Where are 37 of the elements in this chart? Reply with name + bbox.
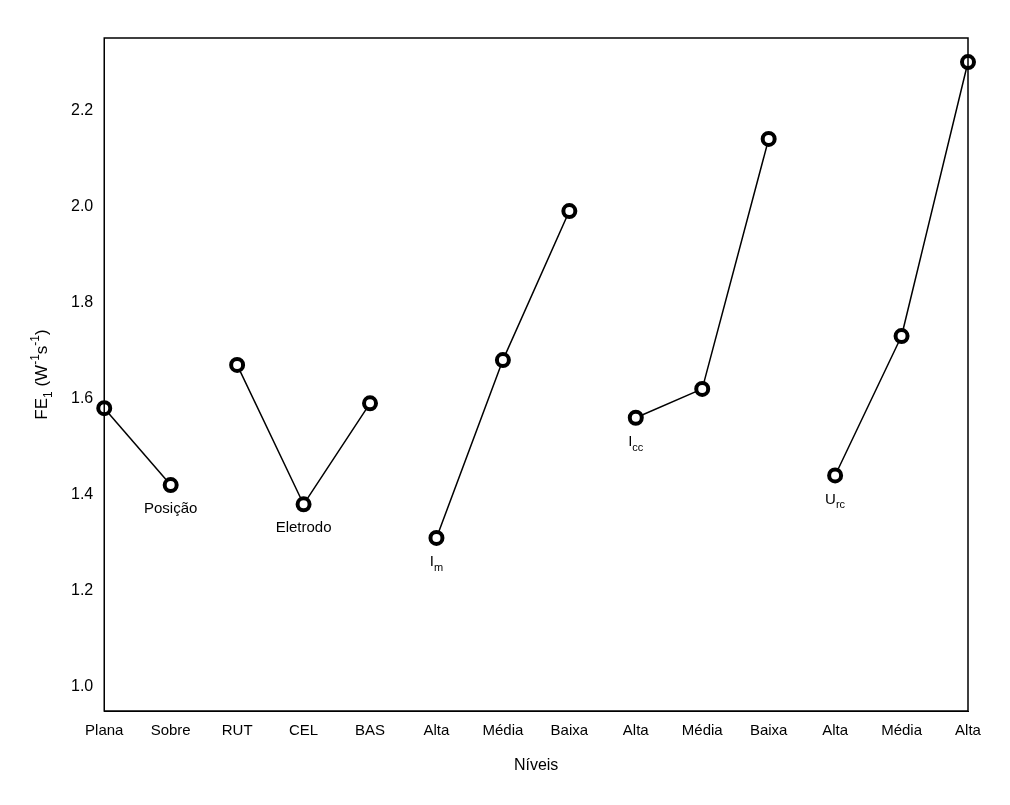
- x-tick-label: BAS: [355, 721, 386, 739]
- y-axis-title: FE1 (W-1s-1): [27, 329, 56, 420]
- x-tick-label: CEL: [288, 721, 319, 739]
- x-tick-label: Média: [681, 721, 724, 739]
- x-tick-label: Alta: [955, 721, 982, 739]
- series-label: Eletrodo: [275, 518, 332, 536]
- x-tick-label: Alta: [622, 721, 650, 739]
- point: [162, 477, 179, 494]
- x-tick-label: Alta: [423, 721, 451, 739]
- point: [494, 352, 511, 369]
- point: [694, 380, 711, 397]
- point: [760, 130, 777, 147]
- x-tick-label: Baixa: [550, 721, 589, 739]
- y-tick-label: 2.0: [70, 196, 94, 214]
- x-tick-label: Média: [482, 721, 524, 739]
- point: [627, 409, 644, 426]
- x-axis-title: Níveis: [513, 756, 559, 774]
- y-tick-label: 1.8: [70, 292, 94, 310]
- x-tick-label: Plana: [85, 721, 125, 739]
- point: [295, 496, 312, 513]
- y-tick-label: 2.2: [70, 100, 94, 118]
- point: [362, 395, 379, 412]
- x-tick-label: Alta: [822, 721, 849, 739]
- x-tick-label: Sobre: [150, 721, 191, 739]
- y-tick-label: 1.2: [70, 581, 94, 599]
- point: [561, 203, 578, 220]
- x-tick-label: Média: [881, 721, 923, 739]
- y-tick-label: 1.4: [70, 485, 94, 503]
- y-tick-label: 1.0: [70, 677, 94, 695]
- point: [893, 328, 910, 345]
- point: [827, 467, 844, 484]
- x-tick-label: Baixa: [749, 721, 789, 739]
- y-tick-label: 1.6: [70, 388, 94, 406]
- point: [229, 356, 246, 373]
- point: [428, 529, 445, 546]
- series-label: Posição: [144, 499, 198, 517]
- x-tick-label: RUT: [221, 721, 253, 739]
